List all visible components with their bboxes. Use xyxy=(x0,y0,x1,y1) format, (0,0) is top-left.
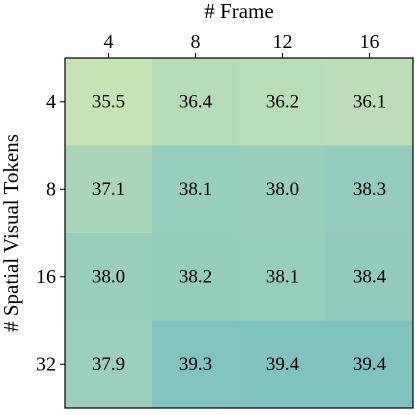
heatmap-cell-r1-c0 xyxy=(65,145,153,234)
y-tick-label-1: 8 xyxy=(46,178,56,200)
x-tick-label-1: 8 xyxy=(191,31,201,53)
heatmap-cell-r3-c1 xyxy=(152,320,240,409)
y-axis-label: # Spatial Visual Tokens xyxy=(0,134,23,332)
cell-value-label-r2-c3: 38.4 xyxy=(353,266,387,287)
cell-value-label-r1-c1: 38.1 xyxy=(179,179,212,200)
heatmap-cell-r1-c3 xyxy=(326,145,414,234)
cell-value-label-r2-c2: 38.1 xyxy=(266,266,299,287)
cell-value-label-r3-c2: 39.4 xyxy=(266,354,300,375)
heatmap-cell-r1-c1 xyxy=(152,145,240,234)
heatmap-cell-r2-c2 xyxy=(239,233,327,321)
cell-value-label-r1-c0: 37.1 xyxy=(92,179,125,200)
cell-value-label-r2-c0: 38.0 xyxy=(92,266,125,287)
heatmap-cell-r0-c0 xyxy=(65,58,153,146)
cell-value-label-r3-c1: 39.3 xyxy=(179,354,212,375)
cell-value-label-r3-c0: 37.9 xyxy=(92,354,125,375)
x-tick-label-2: 12 xyxy=(273,31,293,53)
cell-value-label-r0-c1: 36.4 xyxy=(179,91,213,112)
heatmap-cell-r0-c1 xyxy=(152,58,240,146)
heatmap-cell-r3-c3 xyxy=(326,320,414,409)
heatmap-cell-r2-c3 xyxy=(326,233,414,321)
cell-value-label-r1-c2: 38.0 xyxy=(266,179,299,200)
heatmap-cell-r3-c2 xyxy=(239,320,327,409)
heatmap-cells xyxy=(65,58,414,409)
cell-value-label-r0-c3: 36.1 xyxy=(353,91,386,112)
plot-frame xyxy=(64,57,414,409)
heatmap-cell-r0-c2 xyxy=(239,58,327,146)
cell-value-label-r3-c3: 39.4 xyxy=(353,354,387,375)
x-tick-label-0: 4 xyxy=(104,31,114,53)
heatmap-cell-r1-c2 xyxy=(239,145,327,234)
cell-value-label-r2-c1: 38.2 xyxy=(179,266,212,287)
x-axis-ticks: 4 8 12 16 xyxy=(104,31,380,58)
y-axis-ticks: 4 8 16 32 xyxy=(36,91,65,375)
y-tick-label-2: 16 xyxy=(36,266,56,288)
cell-value-label-r0-c2: 36.2 xyxy=(266,91,299,112)
heatmap-cell-r0-c3 xyxy=(326,58,414,146)
y-tick-label-0: 4 xyxy=(46,91,56,113)
x-axis-label: # Frame xyxy=(204,0,273,23)
cell-value-label-r0-c0: 35.5 xyxy=(92,91,125,112)
heatmap-cell-labels: 35.5 36.4 36.2 36.1 37.1 38.1 38.0 38.3 38.0 38.2… xyxy=(92,91,387,375)
heatmap-cell-r2-c1 xyxy=(152,233,240,321)
y-tick-label-3: 32 xyxy=(36,353,56,375)
heatmap-cell-r3-c0 xyxy=(65,320,153,409)
x-tick-label-3: 16 xyxy=(360,31,380,53)
cell-value-label-r1-c3: 38.3 xyxy=(353,179,386,200)
heatmap-cell-r2-c0 xyxy=(65,233,153,321)
